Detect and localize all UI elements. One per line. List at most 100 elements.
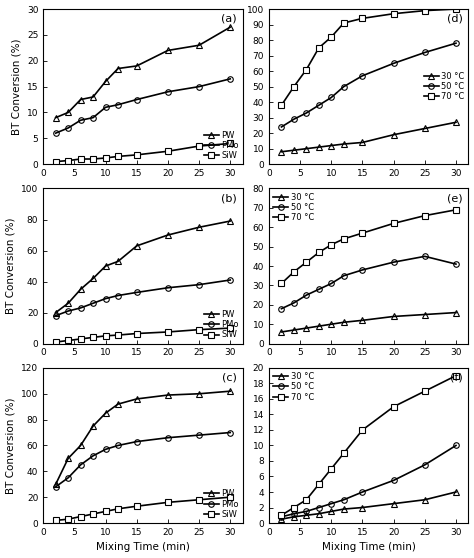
PW [53,114,58,121]
30 °C [328,142,334,149]
PW [103,263,109,270]
50 °C [303,508,309,514]
PW [90,275,96,282]
50 °C [391,60,396,67]
PMo [165,434,171,441]
PMo [134,289,139,296]
30 °C [303,145,309,152]
PW [103,78,109,85]
Line: 70 °C: 70 °C [279,6,459,108]
SiW [78,513,83,520]
30 °C [360,139,365,146]
Y-axis label: BT Conversion (%): BT Conversion (%) [11,39,21,135]
30 °C [341,319,346,326]
X-axis label: Mixing Time (min): Mixing Time (min) [96,542,190,552]
70 °C [303,66,309,73]
PW [228,218,233,224]
PW [78,96,83,103]
50 °C [328,501,334,507]
PW [165,232,171,238]
70 °C [303,259,309,266]
PMo [78,117,83,123]
PW [115,401,121,407]
70 °C [360,427,365,434]
70 °C [279,512,284,518]
Y-axis label: BT Conversion (%): BT Conversion (%) [6,397,16,494]
PW [115,258,121,264]
PMo [65,307,71,314]
SiW [115,506,121,512]
SiW [228,140,233,147]
50 °C [328,94,334,101]
SiW [90,511,96,517]
30 °C [279,329,284,335]
70 °C [279,102,284,109]
PMo [90,453,96,459]
Legend: 30 °C, 50 °C, 70 °C: 30 °C, 50 °C, 70 °C [272,191,316,224]
PMo [228,75,233,82]
30 °C [453,489,459,496]
SiW [196,143,202,150]
PMo [65,124,71,131]
PW [78,286,83,292]
Legend: PW, PMo, SiW: PW, PMo, SiW [202,488,240,521]
PMo [53,130,58,137]
SiW [228,494,233,501]
70 °C [291,504,297,511]
PW [134,243,139,249]
50 °C [391,477,396,484]
PW [165,47,171,54]
PW [134,62,139,69]
70 °C [328,33,334,40]
70 °C [391,11,396,17]
70 °C [341,450,346,456]
Line: PW: PW [53,218,233,315]
30 °C [422,497,428,503]
SiW [165,499,171,506]
50 °C [453,40,459,46]
50 °C [422,49,428,56]
Line: SiW: SiW [53,494,233,523]
PMo [115,442,121,449]
PMo [90,114,96,121]
30 °C [316,511,322,517]
50 °C [422,461,428,468]
70 °C [316,249,322,256]
SiW [78,335,83,342]
50 °C [341,83,346,90]
30 °C [316,144,322,151]
PMo [90,300,96,306]
PMo [196,281,202,288]
PW [196,42,202,49]
Line: 50 °C: 50 °C [279,40,459,129]
30 °C [279,516,284,522]
30 °C [303,512,309,518]
PMo [103,104,109,110]
PW [53,309,58,316]
50 °C [453,261,459,267]
Line: 70 °C: 70 °C [279,207,459,286]
30 °C [360,317,365,324]
SiW [134,152,139,158]
SiW [78,156,83,162]
SiW [134,503,139,509]
70 °C [422,388,428,395]
50 °C [422,253,428,259]
70 °C [328,465,334,472]
50 °C [391,259,396,266]
30 °C [422,125,428,132]
PMo [134,438,139,445]
SiW [115,331,121,338]
30 °C [391,313,396,320]
PMo [134,96,139,103]
50 °C [360,73,365,79]
70 °C [341,20,346,26]
PW [165,392,171,398]
30 °C [328,321,334,328]
PMo [196,83,202,90]
SiW [196,497,202,503]
70 °C [316,481,322,488]
Line: PW: PW [53,25,233,121]
70 °C [391,403,396,410]
SiW [53,517,58,524]
